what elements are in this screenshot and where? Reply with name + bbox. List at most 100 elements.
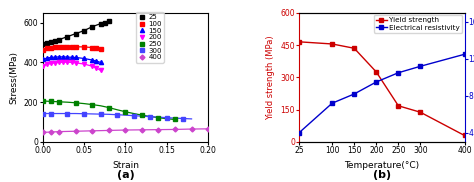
100 xyxy=(81,46,87,48)
200 xyxy=(98,69,103,72)
300 xyxy=(48,112,54,115)
300 xyxy=(147,116,153,118)
100 xyxy=(64,46,70,48)
150 xyxy=(48,56,54,59)
Line: 200: 200 xyxy=(41,60,103,72)
200 xyxy=(64,61,70,63)
200 xyxy=(56,61,62,64)
150 xyxy=(56,56,62,58)
25 xyxy=(52,39,58,42)
200 xyxy=(93,67,99,69)
300 xyxy=(164,117,170,119)
400 xyxy=(106,129,112,132)
400 xyxy=(56,130,62,133)
400 xyxy=(205,128,211,130)
400 xyxy=(48,131,54,133)
Yield strength xyxy=(351,47,357,49)
400 xyxy=(155,128,161,131)
150 xyxy=(69,56,74,58)
25 xyxy=(90,25,95,28)
100 xyxy=(69,46,74,48)
150 xyxy=(64,56,70,58)
Line: 250: 250 xyxy=(41,99,177,122)
200 xyxy=(73,62,79,64)
150 xyxy=(73,56,79,59)
Y-axis label: Yield strength (MPa): Yield strength (MPa) xyxy=(266,35,275,120)
Electrical resistivity xyxy=(329,102,335,104)
Yield strength xyxy=(395,105,401,107)
Text: (a): (a) xyxy=(117,170,134,180)
Electrical resistivity xyxy=(462,53,467,55)
200 xyxy=(69,61,74,64)
100 xyxy=(44,47,50,49)
Line: 25: 25 xyxy=(41,19,111,46)
25 xyxy=(40,43,46,45)
Line: Electrical resistivity: Electrical resistivity xyxy=(297,52,467,135)
300 xyxy=(114,114,120,116)
250 xyxy=(56,101,62,103)
Yield strength xyxy=(296,41,302,43)
100 xyxy=(48,46,54,49)
150 xyxy=(61,56,66,58)
150 xyxy=(44,57,50,59)
100 xyxy=(93,47,99,49)
25 xyxy=(102,22,108,24)
25 xyxy=(56,38,62,41)
X-axis label: Temperature(°C): Temperature(°C) xyxy=(344,161,419,170)
300 xyxy=(64,112,70,115)
Electrical resistivity xyxy=(374,81,379,83)
Electrical resistivity xyxy=(296,132,302,134)
Yield strength xyxy=(462,134,467,136)
400 xyxy=(189,128,194,130)
200 xyxy=(52,62,58,64)
400 xyxy=(73,130,79,132)
200 xyxy=(90,65,95,67)
300 xyxy=(40,112,46,115)
Electrical resistivity xyxy=(395,72,401,74)
25 xyxy=(98,23,103,25)
Y-axis label: Stress(MPa): Stress(MPa) xyxy=(9,51,18,104)
100 xyxy=(52,46,58,48)
25 xyxy=(64,35,70,38)
300 xyxy=(131,115,137,117)
250 xyxy=(106,106,112,109)
Line: 300: 300 xyxy=(41,111,185,121)
250 xyxy=(155,117,161,119)
300 xyxy=(81,113,87,115)
Electrical resistivity xyxy=(418,65,423,67)
100 xyxy=(56,46,62,48)
250 xyxy=(48,100,54,102)
100 xyxy=(98,48,103,50)
150 xyxy=(93,60,99,62)
200 xyxy=(40,65,46,67)
400 xyxy=(40,131,46,134)
300 xyxy=(181,117,186,120)
100 xyxy=(90,46,95,49)
200 xyxy=(81,63,87,65)
X-axis label: Strain: Strain xyxy=(112,161,139,170)
250 xyxy=(172,118,178,121)
150 xyxy=(81,57,87,60)
Yield strength xyxy=(329,43,335,45)
Text: (b): (b) xyxy=(373,170,391,180)
Line: 100: 100 xyxy=(41,45,103,52)
25 xyxy=(44,41,50,44)
200 xyxy=(48,62,54,65)
100 xyxy=(40,48,46,51)
250 xyxy=(40,100,46,102)
250 xyxy=(73,102,79,104)
250 xyxy=(90,104,95,106)
Line: 400: 400 xyxy=(41,127,210,134)
150 xyxy=(52,56,58,58)
25 xyxy=(73,33,79,35)
25 xyxy=(48,40,54,43)
25 xyxy=(81,29,87,32)
400 xyxy=(172,128,178,130)
200 xyxy=(44,63,50,66)
100 xyxy=(73,46,79,48)
Line: 150: 150 xyxy=(41,55,103,65)
250 xyxy=(123,111,128,113)
100 xyxy=(61,46,66,48)
Electrical resistivity xyxy=(351,93,357,95)
150 xyxy=(98,61,103,64)
